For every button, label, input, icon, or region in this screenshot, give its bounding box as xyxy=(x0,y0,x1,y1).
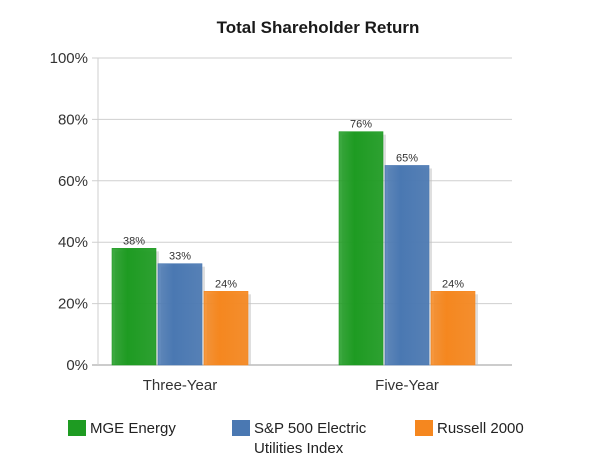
x-axis-categories: Three-Year Five-Year xyxy=(143,377,439,394)
chart-title: Total Shareholder Return xyxy=(217,18,420,37)
legend: MGE Energy S&P 500 Electric Utilities Inde… xyxy=(68,420,524,457)
data-label: 65% xyxy=(396,152,418,164)
legend-label: Russell 2000 xyxy=(437,420,524,437)
bar-russell-2000-three-year xyxy=(203,291,249,366)
y-axis-ticks: 0% 20% 40% 60% 80% 100% xyxy=(50,50,88,374)
bar-mge-energy-five-year xyxy=(338,131,384,366)
y-tick-label: 60% xyxy=(58,173,88,190)
bar-russell-2000-five-year xyxy=(430,291,476,366)
legend-label: S&P 500 Electric xyxy=(254,420,367,437)
data-label: 38% xyxy=(123,235,145,247)
x-tick-label: Three-Year xyxy=(143,377,218,394)
bars xyxy=(111,131,478,366)
bar-s-p-500-electric-utilities-index-three-year xyxy=(157,263,203,366)
legend-swatch xyxy=(415,420,433,436)
data-label: 33% xyxy=(169,251,191,263)
data-labels: 38% 33% 24% 76% 65% 24% xyxy=(123,119,464,291)
legend-swatch xyxy=(68,420,86,436)
data-label: 24% xyxy=(442,278,464,290)
y-tick-label: 80% xyxy=(58,111,88,128)
bar-s-p-500-electric-utilities-index-five-year xyxy=(384,165,430,366)
x-tick-label: Five-Year xyxy=(375,377,439,394)
y-tick-label: 40% xyxy=(58,234,88,251)
data-label: 24% xyxy=(215,278,237,290)
legend-swatch xyxy=(232,420,250,436)
legend-label: Utilities Index xyxy=(254,440,344,457)
y-tick-label: 100% xyxy=(50,50,88,67)
y-tick-label: 0% xyxy=(66,357,88,374)
bar-mge-energy-three-year xyxy=(111,248,157,366)
y-tick-label: 20% xyxy=(58,296,88,313)
legend-label: MGE Energy xyxy=(90,420,176,437)
data-label: 76% xyxy=(350,119,372,131)
